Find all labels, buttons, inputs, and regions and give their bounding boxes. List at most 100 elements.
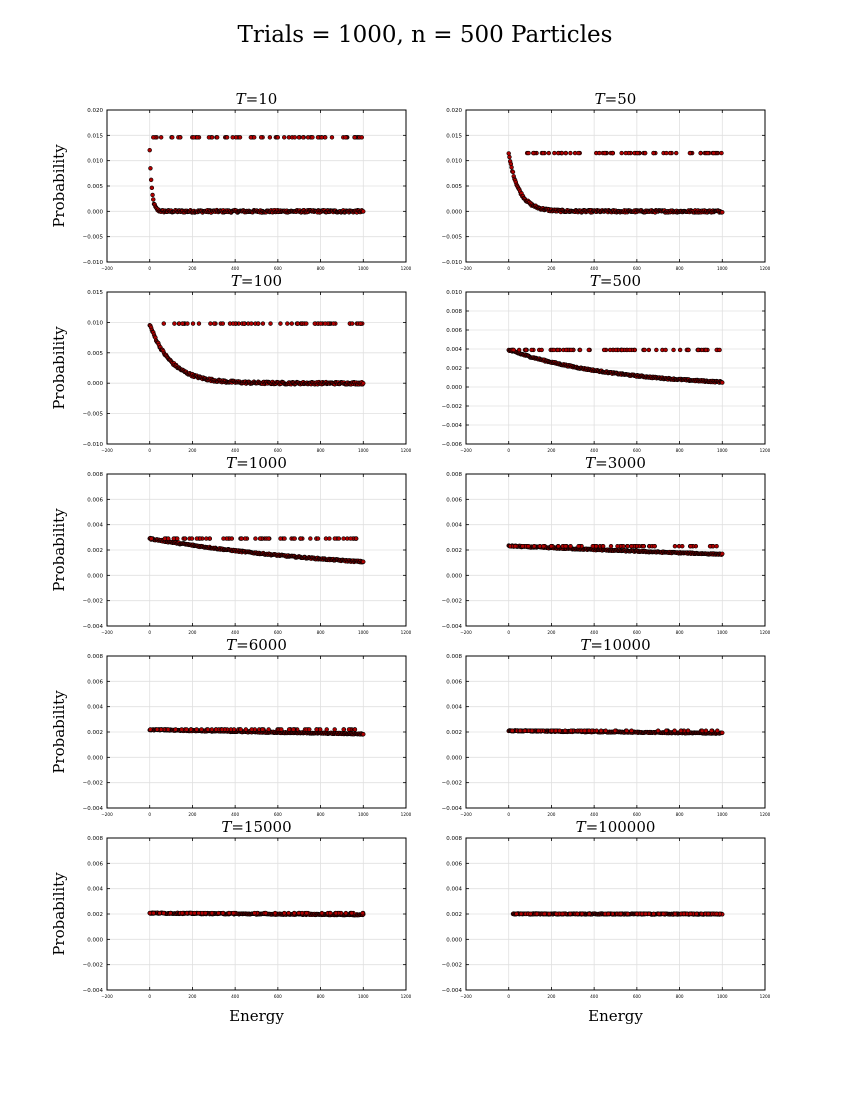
x-tick-label: 400 [231, 266, 239, 271]
data-point-upper [634, 911, 640, 917]
data-point-upper [282, 536, 287, 541]
y-tick-label: −0.004 [442, 624, 463, 630]
data-point-upper [341, 727, 346, 732]
data-point-upper [559, 150, 565, 156]
data-point-upper [315, 135, 321, 140]
data-point-upper [226, 910, 232, 916]
data-point-upper [532, 543, 537, 549]
axes-frame [465, 291, 766, 445]
x-tick-label: 200 [188, 812, 196, 817]
y-tick-label: 0.008 [87, 654, 103, 660]
axes-frame [106, 109, 407, 263]
data-point-upper [703, 347, 709, 353]
data-point-upper [661, 911, 666, 917]
data-point-upper [300, 135, 306, 140]
y-tick-label: −0.004 [83, 806, 104, 812]
data-point-upper [209, 910, 215, 916]
data-point-upper [353, 536, 359, 541]
data-point-upper [213, 727, 219, 732]
y-tick-label: 0.010 [446, 290, 462, 296]
data-point-upper [685, 728, 691, 733]
data-point-upper [231, 910, 236, 916]
data-point-upper [522, 728, 528, 733]
y-tick-label: −0.002 [442, 781, 462, 787]
data-point-upper [192, 910, 197, 916]
subplot-8: −200 0 200 400 600 800 1000 1200 −0.004 −0.002 0.0… [442, 636, 771, 817]
y-tick-label: −0.002 [83, 781, 103, 787]
x-tick-label: 800 [317, 448, 325, 453]
x-tick-label: 400 [590, 630, 598, 635]
data-point-upper [310, 135, 315, 140]
data-point-upper [707, 543, 713, 549]
x-tick-label: 400 [590, 266, 598, 271]
x-tick-label: −200 [460, 630, 472, 635]
subplot-7: −200 0 200 400 600 800 1000 1200 −0.004 −0.002 0.0… [50, 636, 412, 817]
data-point-upper [635, 150, 640, 156]
data-point-upper [688, 543, 693, 549]
data-point-upper [608, 543, 614, 549]
data-point-upper [346, 727, 352, 732]
data-point-upper [221, 536, 226, 541]
data-point-upper [542, 911, 547, 917]
data-point-upper [278, 321, 283, 326]
x-tick-label: 1200 [401, 812, 412, 817]
data-point-upper [568, 728, 574, 733]
data-point [507, 154, 512, 160]
data-point-upper [162, 536, 167, 541]
data-point-upper [323, 536, 329, 541]
subplot-title: T=10000 [580, 636, 650, 654]
y-tick-label: 0.010 [87, 320, 103, 326]
y-tick-label: −0.010 [83, 442, 104, 448]
x-tick-label: 400 [590, 994, 598, 999]
data-point-upper [597, 150, 602, 156]
data-point-upper [352, 135, 357, 140]
x-tick-label: 600 [633, 994, 641, 999]
data-point-upper [230, 321, 236, 326]
x-tick-label: 1200 [760, 266, 771, 271]
x-tick-label: 400 [590, 812, 598, 817]
data-point-upper [208, 321, 213, 326]
data-point-upper [172, 321, 177, 326]
figure-title: Trials = 1000, n = 500 Particles [238, 22, 613, 48]
y-axis-label: Probability [50, 690, 68, 774]
data-point-upper [551, 347, 557, 353]
data-point-upper [229, 536, 235, 541]
data-point-upper [590, 543, 595, 549]
x-tick-label: 200 [188, 630, 196, 635]
data-point-upper [291, 727, 296, 732]
data-point-upper [239, 536, 244, 541]
data-point-upper [663, 347, 668, 353]
data-point-upper [523, 347, 529, 353]
y-tick-label: −0.004 [442, 806, 463, 812]
y-tick-label: 0.000 [87, 755, 103, 761]
y-tick-label: 0.004 [446, 523, 462, 529]
data-point-upper [699, 728, 705, 733]
x-tick-label: 800 [676, 630, 684, 635]
data-points [506, 728, 725, 736]
data-point-upper [349, 910, 354, 916]
data-points [147, 135, 366, 215]
data-point-upper [534, 911, 540, 917]
y-tick-label: 0.010 [87, 159, 103, 165]
data-point-upper [177, 135, 183, 140]
data-point-upper [205, 727, 211, 732]
data-point-upper [610, 150, 615, 156]
y-axis-label: Probability [50, 872, 68, 956]
data-point-upper [567, 911, 573, 917]
data-point-upper [268, 321, 273, 326]
x-tick-label: 0 [507, 630, 510, 635]
data-point-upper [656, 911, 662, 917]
data-point-upper [624, 728, 629, 733]
data-point-upper [625, 911, 631, 917]
subplot-title: T=15000 [221, 818, 291, 836]
y-tick-label: −0.004 [83, 988, 104, 994]
data-point-upper [672, 543, 678, 549]
data-point-upper [695, 347, 701, 353]
data-point-upper [248, 135, 254, 140]
x-tick-label: −200 [101, 448, 113, 453]
x-tick-label: 1000 [717, 630, 728, 635]
data-point-upper [531, 150, 536, 156]
y-tick-label: 0.004 [87, 523, 103, 529]
data-point-upper [343, 135, 348, 140]
data-point-upper [189, 536, 195, 541]
